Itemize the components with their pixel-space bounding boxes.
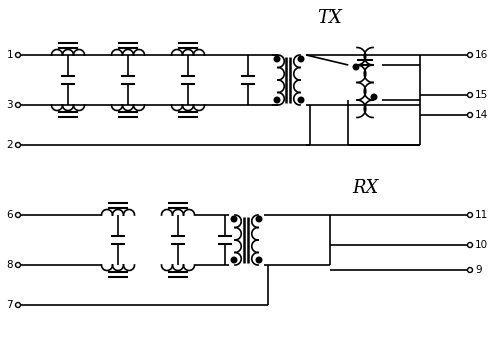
Text: 15: 15	[475, 90, 488, 100]
Text: 9: 9	[475, 265, 482, 275]
Text: 16: 16	[475, 50, 488, 60]
Circle shape	[371, 94, 377, 100]
Circle shape	[231, 216, 237, 222]
Circle shape	[353, 64, 359, 70]
Circle shape	[298, 56, 304, 62]
Text: 10: 10	[475, 240, 488, 250]
Circle shape	[231, 257, 237, 263]
Circle shape	[256, 216, 262, 222]
Text: TX: TX	[318, 9, 343, 27]
Circle shape	[256, 257, 262, 263]
Text: RX: RX	[352, 179, 378, 197]
Text: 8: 8	[6, 260, 13, 270]
Text: 14: 14	[475, 110, 488, 120]
Text: 11: 11	[475, 210, 488, 220]
Text: 6: 6	[6, 210, 13, 220]
Circle shape	[274, 56, 280, 62]
Circle shape	[298, 97, 304, 103]
Text: 7: 7	[6, 300, 13, 310]
Text: 3: 3	[6, 100, 13, 110]
Text: 1: 1	[6, 50, 13, 60]
Circle shape	[274, 97, 280, 103]
Text: 2: 2	[6, 140, 13, 150]
